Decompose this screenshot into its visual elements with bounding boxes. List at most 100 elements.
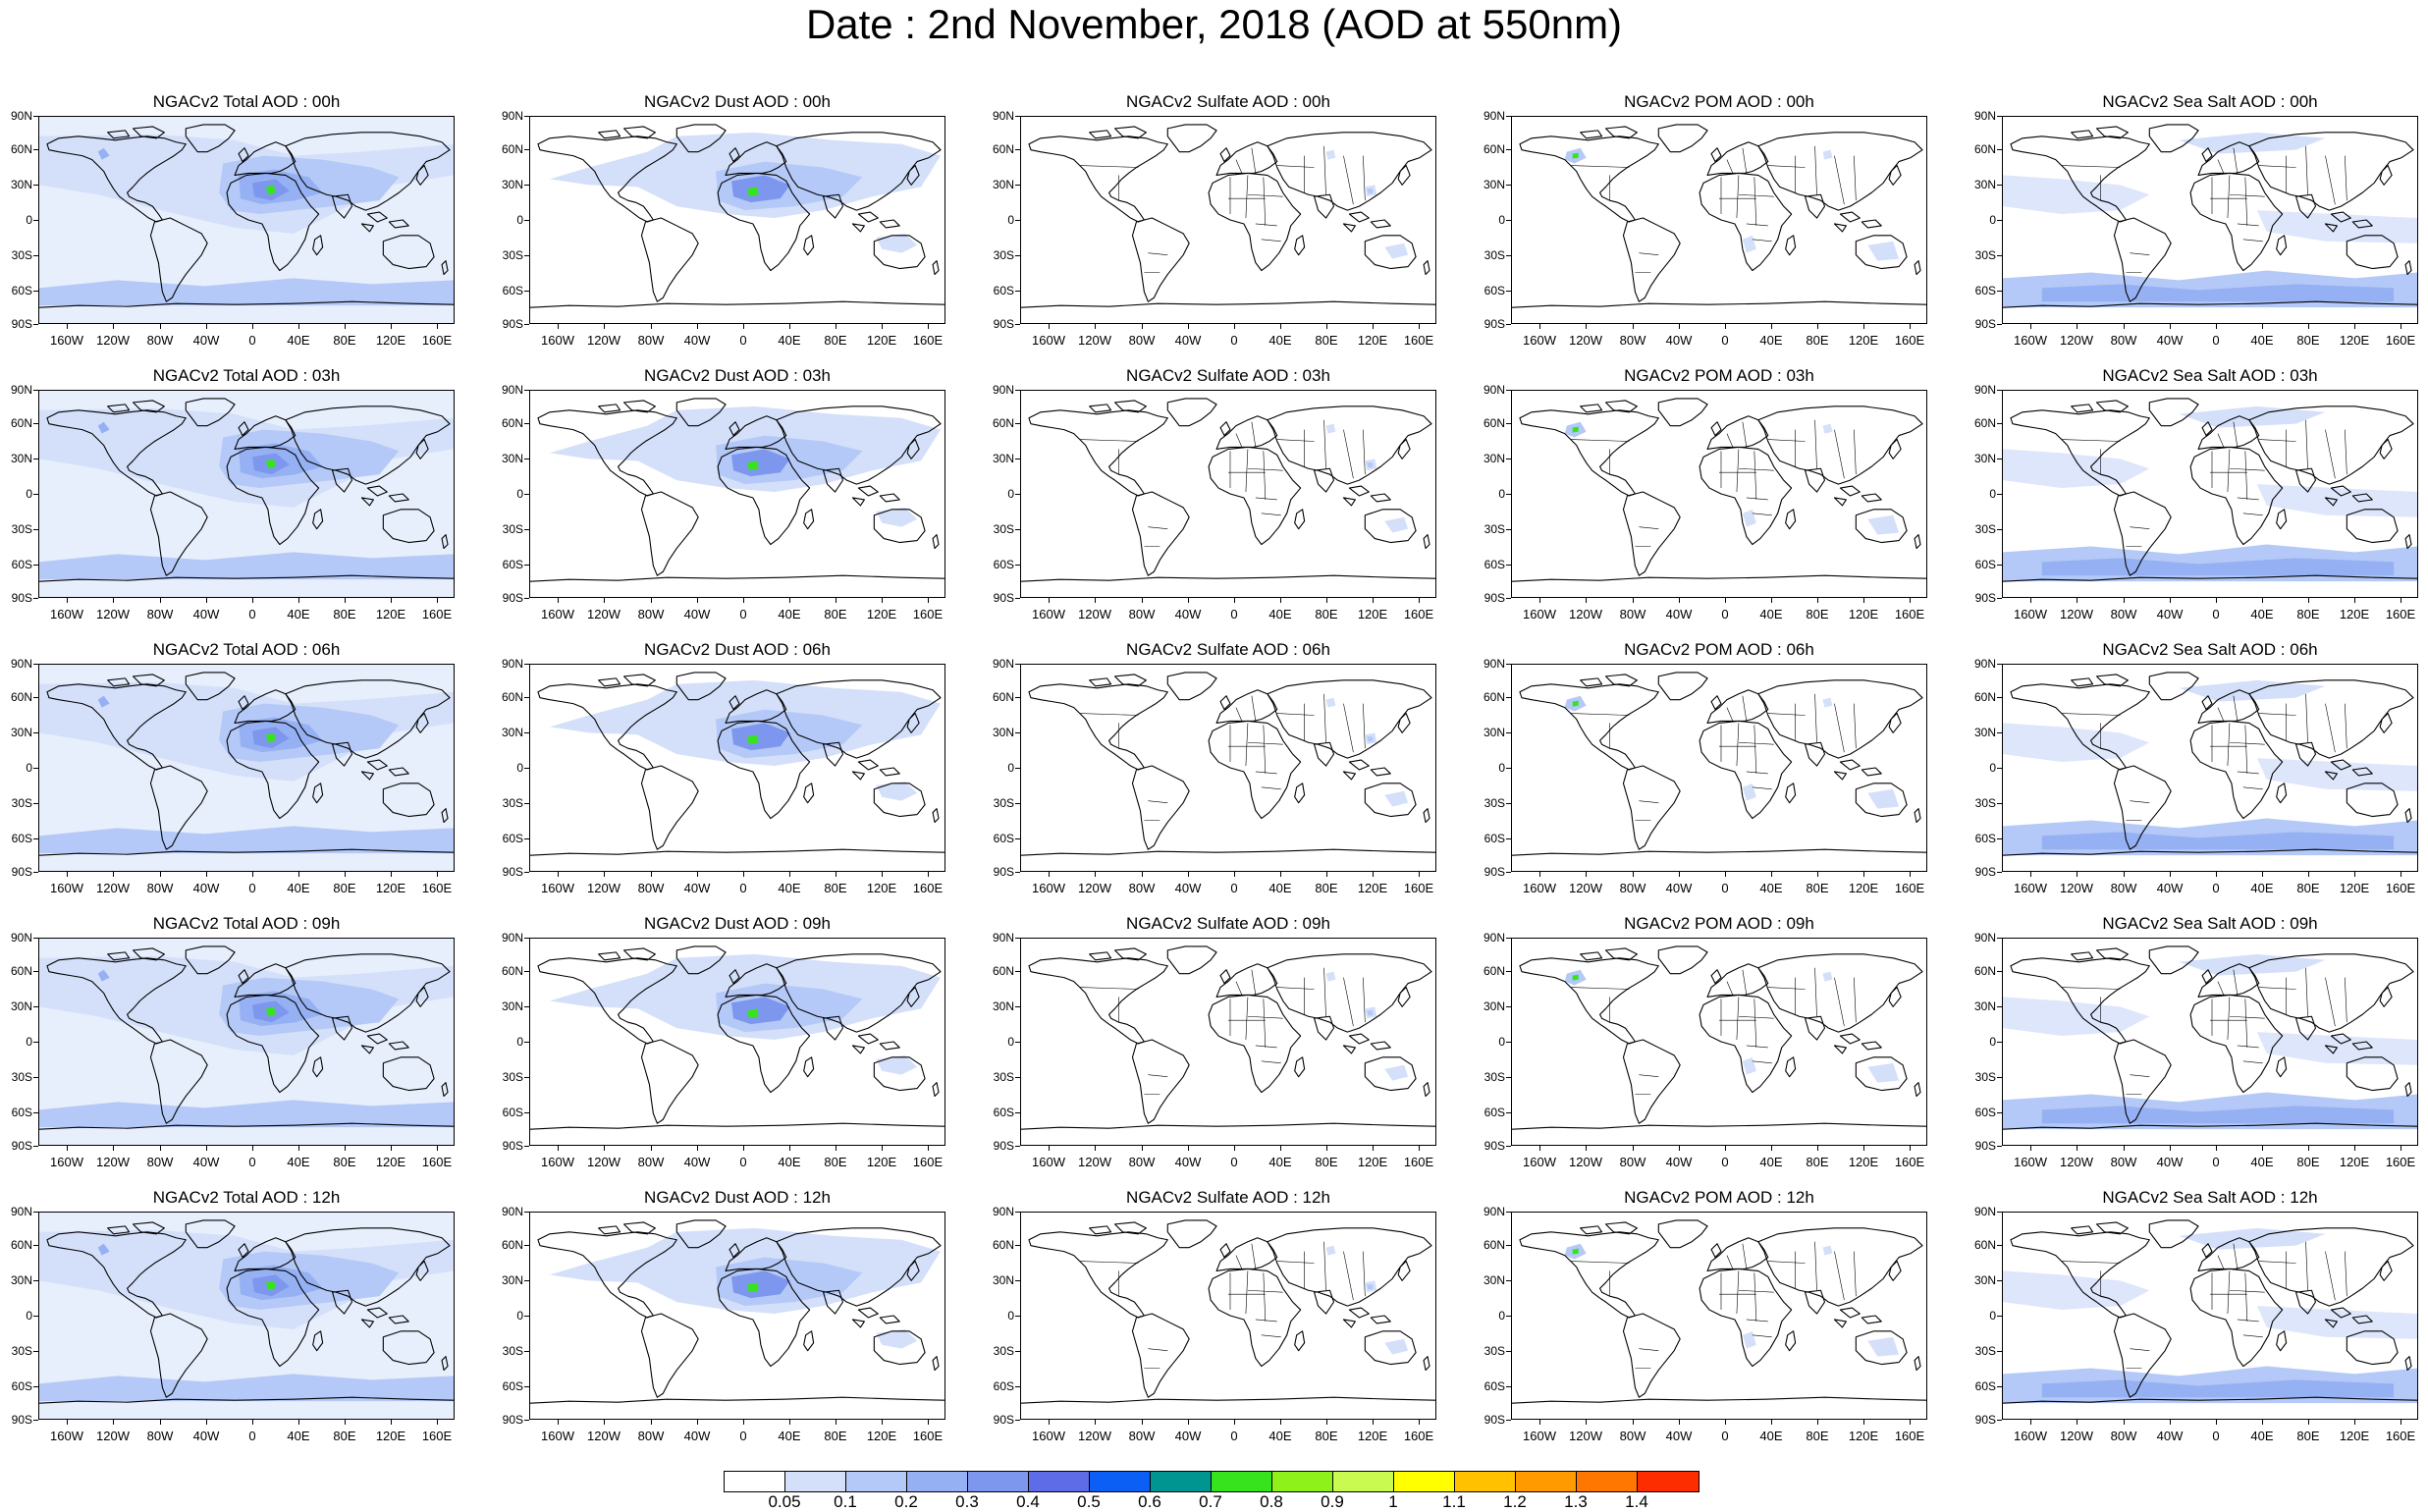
lon-tick xyxy=(2308,1420,2309,1425)
lat-tick-label: 60N xyxy=(501,964,523,978)
lat-tick xyxy=(1997,565,2002,566)
lat-tick xyxy=(33,938,38,939)
lat-tick-label: 30N xyxy=(501,178,523,191)
lon-tick-label: 80W xyxy=(637,333,665,348)
lon-tick-label: 40E xyxy=(287,333,310,348)
lat-tick-label: 60N xyxy=(10,690,32,704)
lon-tick xyxy=(928,1420,929,1425)
map-panel-seasalt: NGACv2 Sea Salt AOD : 12h 90N 60N 30N 0 30S 60… xyxy=(1974,1188,2418,1445)
lat-tick xyxy=(1506,116,1511,117)
lon-tick-label: 120W xyxy=(1569,1155,1602,1169)
lon-tick xyxy=(604,1146,605,1151)
lon-tick-label: 160W xyxy=(50,1429,83,1443)
lat-tick xyxy=(1015,324,1020,325)
lon-tick-label: 80W xyxy=(1619,1429,1646,1443)
lon-tick-label: 80E xyxy=(2296,1155,2320,1169)
lon-tick xyxy=(1419,1146,1420,1151)
lon-tick xyxy=(2216,1420,2217,1425)
lon-tick-label: 40W xyxy=(192,1429,220,1443)
lat-tick xyxy=(1015,697,1020,698)
lon-tick xyxy=(2262,872,2263,877)
lon-tick xyxy=(1095,872,1096,877)
lon-tick xyxy=(604,598,605,603)
lon-tick-label: 80E xyxy=(333,881,356,895)
lon-tick-label: 80W xyxy=(2110,607,2137,621)
lat-tick-label: 0 xyxy=(1498,1035,1505,1049)
lat-tick xyxy=(33,838,38,839)
lat-tick-label: 90N xyxy=(1973,109,1996,123)
lon-tick xyxy=(1863,1420,1864,1425)
lon-tick xyxy=(391,324,392,329)
lat-tick-label: 0 xyxy=(1498,213,1505,227)
lat-tick xyxy=(1997,423,2002,424)
colorbar-label: 1.4 xyxy=(1625,1492,1648,1511)
lat-tick-label: 60S xyxy=(1974,558,1996,571)
coastlines xyxy=(1021,124,1435,308)
lat-tick xyxy=(1015,529,1020,530)
lat-tick-label: 30S xyxy=(1974,796,1996,810)
coastlines xyxy=(1021,672,1435,856)
lon-tick xyxy=(882,872,883,877)
lat-tick xyxy=(1015,768,1020,769)
lon-tick-label: 0 xyxy=(1721,1429,1729,1443)
lon-tick xyxy=(1049,1146,1050,1151)
lon-tick xyxy=(113,324,114,329)
aod-field-total xyxy=(39,665,454,871)
aod-field-dust xyxy=(549,132,942,253)
lon-tick-label: 120E xyxy=(1357,333,1388,348)
lon-tick-label: 40E xyxy=(1759,1155,1783,1169)
lon-tick xyxy=(113,598,114,603)
lon-tick-label: 80W xyxy=(1128,1155,1156,1169)
lon-tick xyxy=(697,1420,698,1425)
lat-tick xyxy=(1506,185,1511,186)
lon-tick-label: 160E xyxy=(1403,333,1434,348)
lon-tick-label: 0 xyxy=(2212,1429,2220,1443)
lon-tick-label: 120E xyxy=(1848,333,1879,348)
lat-tick-label: 30N xyxy=(1483,178,1505,191)
lon-tick xyxy=(1586,598,1587,603)
lon-tick-label: 120W xyxy=(1078,881,1111,895)
lat-tick xyxy=(1997,1351,2002,1352)
lat-tick xyxy=(33,149,38,150)
lon-tick-label: 80W xyxy=(2110,1155,2137,1169)
lon-tick xyxy=(206,324,207,329)
lon-tick xyxy=(298,872,299,877)
lat-tick-label: 90N xyxy=(1483,1205,1505,1218)
lon-tick-label: 160W xyxy=(1032,1155,1065,1169)
lon-tick xyxy=(1725,324,1726,329)
panel-title: NGACv2 Dust AOD : 03h xyxy=(644,366,831,385)
lon-tick-label: 160E xyxy=(421,1155,453,1169)
lon-tick-label: 0 xyxy=(248,1155,256,1169)
lon-tick-label: 40W xyxy=(1665,607,1693,621)
lon-tick xyxy=(1049,1420,1050,1425)
lon-tick xyxy=(2216,324,2217,329)
coastlines xyxy=(1021,945,1435,1130)
lon-tick-label: 160W xyxy=(2014,881,2047,895)
lon-tick-label: 80E xyxy=(1806,1429,1829,1443)
lon-tick-label: 40W xyxy=(683,881,711,895)
lon-tick-label: 0 xyxy=(739,607,747,621)
lat-tick xyxy=(1506,1316,1511,1317)
lat-tick xyxy=(1997,1077,2002,1078)
lat-tick-label: 30N xyxy=(992,452,1014,465)
lat-tick xyxy=(1997,697,2002,698)
lon-tick xyxy=(2308,1146,2309,1151)
lat-tick xyxy=(524,324,529,325)
lat-tick xyxy=(1015,838,1020,839)
lon-tick xyxy=(1679,872,1680,877)
colorbar-label: 0.9 xyxy=(1321,1492,1344,1511)
lon-tick xyxy=(882,598,883,603)
lat-tick xyxy=(1997,1245,2002,1246)
lat-tick-label: 60S xyxy=(502,832,523,845)
lon-tick xyxy=(928,324,929,329)
colorbar-label: 1.3 xyxy=(1564,1492,1588,1511)
lon-tick-label: 80E xyxy=(824,333,847,348)
lon-tick-label: 0 xyxy=(1230,881,1238,895)
lon-tick xyxy=(1817,598,1818,603)
panel-title: NGACv2 Sea Salt AOD : 12h xyxy=(2102,1188,2318,1207)
lat-tick xyxy=(1506,390,1511,391)
lat-tick xyxy=(524,938,529,939)
lat-tick xyxy=(1506,1077,1511,1078)
colorbar-swatch xyxy=(1394,1472,1455,1491)
panel-title: NGACv2 Dust AOD : 12h xyxy=(644,1188,831,1207)
